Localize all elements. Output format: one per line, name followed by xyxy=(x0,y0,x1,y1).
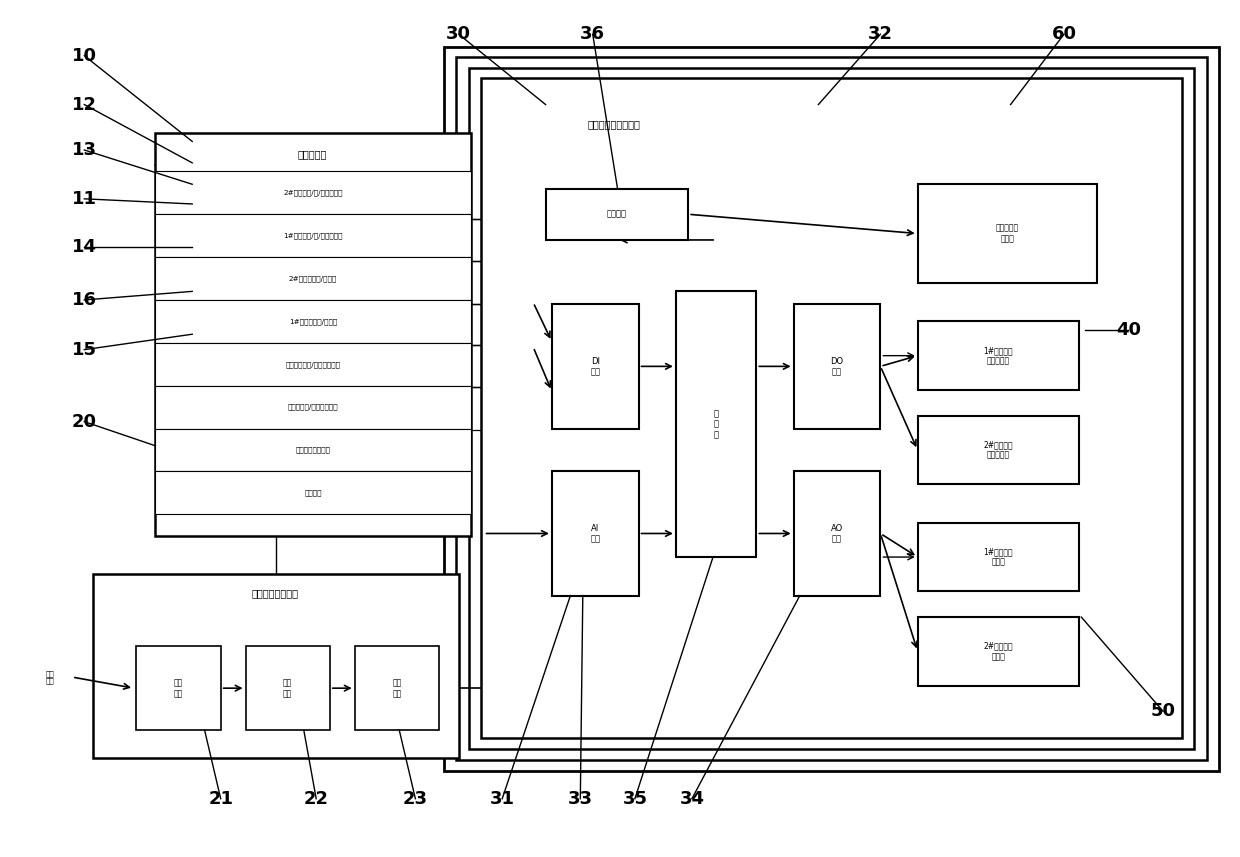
Text: 21: 21 xyxy=(208,789,233,808)
Text: 11: 11 xyxy=(72,189,97,208)
Bar xyxy=(155,300,471,343)
Bar xyxy=(246,646,330,730)
Bar xyxy=(918,321,1079,390)
Bar xyxy=(355,646,439,730)
Text: 50: 50 xyxy=(1151,702,1176,721)
Text: 1#调节阀开/断/关选择开关: 1#调节阀开/断/关选择开关 xyxy=(284,232,342,239)
Bar xyxy=(794,304,880,428)
Bar xyxy=(918,416,1079,484)
Bar xyxy=(552,471,639,596)
Bar xyxy=(155,428,471,471)
Bar xyxy=(155,343,471,386)
Text: 1#主滑油泵启/停按钮: 1#主滑油泵启/停按钮 xyxy=(289,318,337,325)
Text: 34: 34 xyxy=(680,789,704,808)
Text: 过程参数测量装置: 过程参数测量装置 xyxy=(252,588,299,598)
Text: 12: 12 xyxy=(72,95,97,114)
Text: 31: 31 xyxy=(490,789,515,808)
Bar xyxy=(155,171,471,214)
Text: DI
模块: DI 模块 xyxy=(590,357,600,376)
Bar xyxy=(155,214,471,257)
Text: 20: 20 xyxy=(72,412,97,431)
Text: 13: 13 xyxy=(72,141,97,159)
Text: 控
制
器: 控 制 器 xyxy=(713,410,719,439)
Bar xyxy=(456,57,1207,760)
Text: 报警模块: 报警模块 xyxy=(304,489,322,496)
Bar xyxy=(546,189,688,240)
Text: DO
模块: DO 模块 xyxy=(831,357,843,376)
Bar xyxy=(155,257,471,300)
Text: 主滑油泵自动/遥控先择开关: 主滑油泵自动/遥控先择开关 xyxy=(285,361,341,368)
Bar xyxy=(481,78,1182,738)
Text: 润滑油系统控制装置: 润滑油系统控制装置 xyxy=(588,119,640,129)
Bar xyxy=(444,47,1219,771)
Text: 15: 15 xyxy=(72,340,97,359)
Text: 10: 10 xyxy=(72,46,97,65)
Text: 2#主滑油泵
就地控制箱: 2#主滑油泵 就地控制箱 xyxy=(983,440,1013,459)
Bar xyxy=(918,617,1079,686)
Bar xyxy=(155,133,471,536)
Text: 计算
模块: 计算 模块 xyxy=(392,679,402,698)
Text: 调节阀自动/遥控选择开关: 调节阀自动/遥控选择开关 xyxy=(288,404,339,411)
Text: 32: 32 xyxy=(868,25,893,44)
Text: 14: 14 xyxy=(72,237,97,256)
Text: 1#主滑油泵
就地控制箱: 1#主滑油泵 就地控制箱 xyxy=(983,346,1013,365)
Text: 16: 16 xyxy=(72,291,97,309)
Bar xyxy=(469,68,1194,749)
Text: 60: 60 xyxy=(1052,25,1076,44)
Text: 现场
信号: 现场 信号 xyxy=(45,670,55,684)
Text: 尸关状态采集模块: 尸关状态采集模块 xyxy=(295,446,331,453)
Text: 30: 30 xyxy=(446,25,471,44)
Text: 2#调节阀开/断/关选择开关: 2#调节阀开/断/关选择开关 xyxy=(284,189,342,196)
Bar xyxy=(552,304,639,428)
Text: 备备控制盘: 备备控制盘 xyxy=(298,149,327,159)
Text: AI
模块: AI 模块 xyxy=(590,524,600,543)
Text: 通讯模块: 通讯模块 xyxy=(606,210,627,219)
Bar xyxy=(155,386,471,428)
Bar xyxy=(794,471,880,596)
Text: 35: 35 xyxy=(622,789,647,808)
Bar xyxy=(918,523,1079,591)
Text: 40: 40 xyxy=(1116,321,1141,339)
Bar xyxy=(676,291,756,557)
Text: 1#调节阀执
行机构: 1#调节阀执 行机构 xyxy=(983,548,1013,566)
Bar xyxy=(136,646,221,730)
Bar xyxy=(918,184,1097,283)
Text: 2#调节阀执
行机构: 2#调节阀执 行机构 xyxy=(983,642,1013,661)
Bar xyxy=(155,471,471,514)
Text: AO
模块: AO 模块 xyxy=(831,524,843,543)
Text: 22: 22 xyxy=(304,789,329,808)
Text: 2#主滑油泵启/停按钮: 2#主滑油泵启/停按钮 xyxy=(289,275,337,282)
Text: 转换
模块: 转换 模块 xyxy=(174,679,184,698)
Text: 23: 23 xyxy=(403,789,428,808)
Bar xyxy=(93,574,459,758)
Text: 数据采集传
输装置: 数据采集传 输装置 xyxy=(996,224,1019,243)
Text: 测量
模块: 测量 模块 xyxy=(283,679,293,698)
Text: 36: 36 xyxy=(580,25,605,44)
Text: 33: 33 xyxy=(568,789,593,808)
